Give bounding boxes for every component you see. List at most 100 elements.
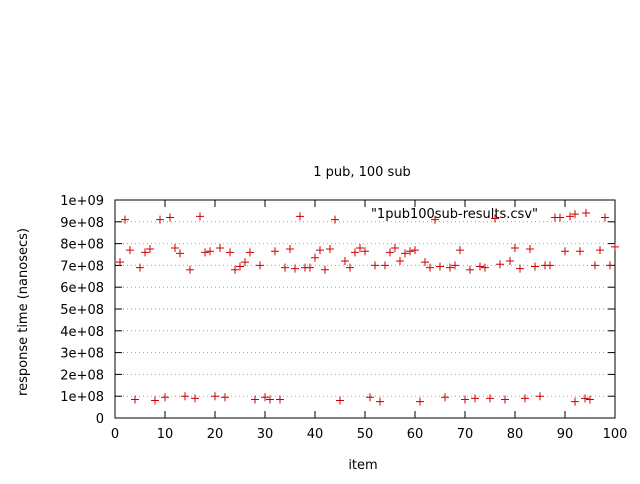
data-point	[571, 397, 579, 406]
x-axis-label: item	[348, 458, 377, 473]
data-point	[251, 395, 259, 404]
data-point	[276, 395, 284, 404]
data-point	[486, 394, 494, 403]
y-tick-label: 8e+08	[60, 238, 104, 253]
data-point	[216, 243, 224, 252]
data-point	[281, 263, 289, 272]
data-point	[416, 397, 424, 406]
data-point	[316, 246, 324, 255]
data-point	[331, 215, 339, 224]
data-point	[356, 243, 364, 252]
data-point	[421, 258, 429, 267]
data-point	[566, 212, 574, 221]
data-point	[381, 261, 389, 270]
data-point	[171, 243, 179, 252]
data-point	[141, 248, 149, 257]
data-point	[266, 395, 274, 404]
data-point	[271, 247, 279, 256]
data-point	[226, 248, 234, 257]
data-point	[496, 260, 504, 269]
data-point	[606, 261, 614, 270]
x-tick-label: 90	[557, 427, 574, 442]
data-point	[511, 243, 519, 252]
data-point	[116, 258, 124, 267]
y-tick-label: 1e+08	[60, 390, 104, 405]
data-point	[196, 212, 204, 221]
y-tick-label: 9e+08	[60, 216, 104, 231]
x-tick-label: 50	[357, 427, 374, 442]
data-point	[371, 261, 379, 270]
data-point	[571, 210, 579, 219]
data-point	[181, 392, 189, 401]
data-point	[151, 396, 159, 405]
data-point	[236, 262, 244, 271]
data-point	[431, 215, 439, 224]
data-point	[126, 246, 134, 255]
y-axis-label: response time (nanosecs)	[16, 228, 31, 396]
data-point	[361, 247, 369, 256]
x-tick-label: 60	[407, 427, 424, 442]
data-point	[351, 248, 359, 257]
y-tick-label: 0	[96, 412, 104, 427]
data-point	[526, 245, 534, 254]
data-point	[521, 394, 529, 403]
data-point	[396, 257, 404, 266]
y-tick-label: 5e+08	[60, 303, 104, 318]
data-point	[506, 257, 514, 266]
y-axis-ticks: 0 1e+08 2e+08 3e+08 4e+08 5e+08 6e+08 7e+08 8e+0…	[60, 194, 615, 427]
data-point	[596, 246, 604, 255]
y-tick-label: 7e+08	[60, 259, 104, 274]
data-point	[186, 265, 194, 274]
data-point	[221, 393, 229, 402]
data-point	[586, 395, 594, 404]
data-point	[121, 215, 129, 224]
data-point	[471, 394, 479, 403]
data-point	[211, 392, 219, 401]
data-point	[206, 247, 214, 256]
data-point	[466, 265, 474, 274]
data-point	[256, 261, 264, 270]
data-point	[391, 243, 399, 252]
data-point	[191, 394, 199, 403]
data-point	[286, 245, 294, 254]
x-tick-label: 100	[603, 427, 628, 442]
data-point	[581, 394, 589, 403]
data-point	[546, 261, 554, 270]
data-point	[451, 261, 459, 270]
data-point	[146, 245, 154, 254]
x-axis-ticks: 0 10 20 30 40 50 60 70 80 90 100	[111, 200, 628, 442]
data-point	[306, 263, 314, 272]
y-tick-label: 1e+09	[60, 194, 104, 209]
data-point	[131, 395, 139, 404]
data-point	[441, 393, 449, 402]
data-point	[261, 393, 269, 402]
data-point	[366, 393, 374, 402]
data-point	[136, 263, 144, 272]
data-point	[326, 245, 334, 254]
data-point	[241, 258, 249, 267]
data-point	[386, 248, 394, 257]
data-point	[516, 264, 524, 273]
y-tick-label: 6e+08	[60, 281, 104, 296]
data-point	[481, 263, 489, 272]
data-point	[201, 248, 209, 257]
data-point	[456, 246, 464, 255]
data-point	[561, 247, 569, 256]
x-tick-label: 40	[307, 427, 324, 442]
data-point	[426, 263, 434, 272]
data-point	[321, 265, 329, 274]
x-tick-label: 80	[507, 427, 524, 442]
data-point	[341, 257, 349, 266]
data-point	[311, 253, 319, 262]
y-tick-label: 2e+08	[60, 368, 104, 383]
y-tick-label: 3e+08	[60, 347, 104, 362]
data-point	[246, 248, 254, 257]
data-point	[231, 265, 239, 274]
x-tick-label: 20	[207, 427, 224, 442]
data-point	[461, 395, 469, 404]
legend-label: "1pub100sub-results.csv"	[371, 207, 538, 222]
data-point	[411, 246, 419, 255]
data-point	[556, 213, 564, 222]
